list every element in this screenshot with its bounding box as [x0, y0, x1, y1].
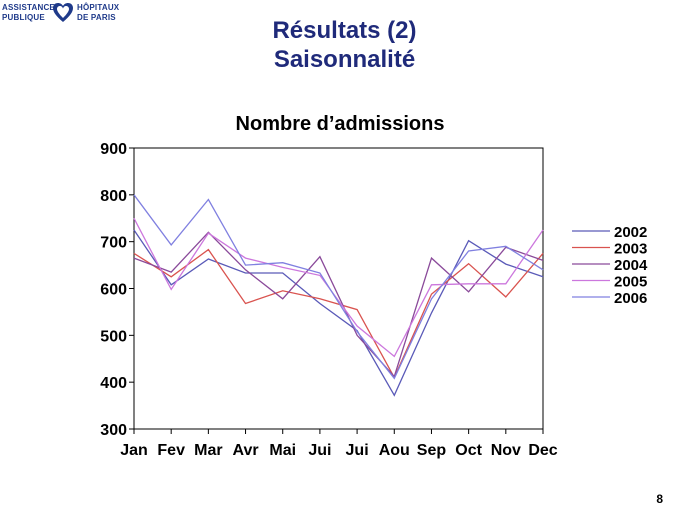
x-tick-label: Aou [379, 442, 410, 459]
logo-text-de-paris: DE PARIS [77, 13, 116, 22]
slide-title-line1: Résultats (2) [272, 17, 417, 44]
y-tick-label: 800 [100, 188, 127, 205]
heart-icon [53, 3, 73, 22]
legend-label: 2003 [614, 241, 647, 258]
x-tick-label: Mai [269, 442, 296, 459]
logo-text-assistance: ASSISTANCE [2, 3, 55, 12]
slide-title: Résultats (2) Saisonnalité [0, 16, 689, 74]
x-tick-label: Nov [491, 442, 521, 459]
slide-title-line2: Saisonnalité [273, 46, 416, 73]
x-tick-label: Jui [308, 442, 331, 459]
legend-label: 2004 [614, 257, 648, 274]
series-lines [133, 194, 544, 397]
x-tick-label: Sep [417, 442, 447, 459]
page-number: 8 [656, 492, 663, 506]
x-tick-label: Dec [528, 442, 557, 459]
x-tick-label: Mar [194, 442, 222, 459]
y-tick-label: 400 [100, 375, 127, 392]
series-line-2005 [133, 217, 544, 358]
y-tick-label: 500 [100, 328, 127, 345]
x-tick-label: Jui [346, 442, 369, 459]
y-tick-label: 300 [100, 422, 127, 439]
series-line-2006 [133, 194, 544, 380]
legend-label: 2005 [614, 274, 647, 291]
x-tick-label: Jan [120, 442, 148, 459]
y-tick-label: 700 [100, 235, 127, 252]
chart-title: Nombre d’admissions [236, 113, 445, 135]
legend-label: 2006 [614, 290, 647, 307]
logo-text-publique: PUBLIQUE [2, 13, 45, 22]
y-tick-label: 900 [100, 141, 127, 158]
x-tick-label: Fev [157, 442, 185, 459]
series-line-2003 [133, 248, 544, 379]
logo-text-hopitaux: HÔPITAUX [77, 3, 120, 12]
y-tick-label: 600 [100, 282, 127, 299]
x-axis: Jan Fev Mar Avr Mai Jui Jui Aou Sep Oct Nov Dec [120, 429, 558, 459]
plot-area-frame [133, 147, 544, 430]
x-tick-label: Avr [232, 442, 258, 459]
legend-label: 2002 [614, 224, 647, 241]
x-tick-label: Oct [455, 442, 482, 459]
series-line-2002 [133, 229, 544, 397]
aphp-logo: ASSISTANCE PUBLIQUE HÔPITAUX DE PARIS [0, 0, 130, 26]
y-axis: 300 400 500 600 700 800 900 [100, 141, 134, 439]
